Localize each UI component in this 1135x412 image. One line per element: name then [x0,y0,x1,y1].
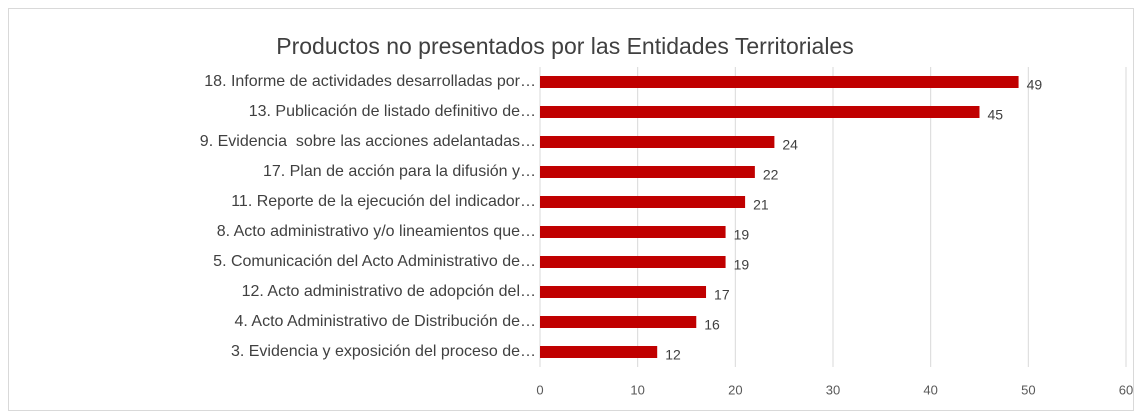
bar [540,316,697,328]
x-tick-label: 40 [923,382,937,397]
y-tick-label: 5. Comunicación del Acto Administrativo … [213,253,536,270]
x-tick-label: 20 [728,382,742,397]
chart-title: Productos no presentados por las Entidad… [276,33,853,59]
data-label: 19 [734,257,750,273]
y-tick-label: 3. Evidencia y exposición del proceso de… [231,343,536,360]
data-label: 49 [1027,77,1043,93]
x-tick-label: 10 [630,382,644,397]
y-tick-label: 13. Publicación de listado definitivo de… [249,103,536,120]
bar [540,286,707,298]
x-tick-label: 0 [536,382,543,397]
bar [540,106,980,118]
x-tick-label: 30 [826,382,840,397]
data-label: 21 [753,197,769,213]
y-tick-label: 4. Acto Administrativo de Distribución d… [235,313,536,330]
data-label: 45 [988,107,1004,123]
bar [540,76,1019,88]
bar [540,166,755,178]
x-tick-label: 60 [1119,382,1133,397]
bar [540,136,775,148]
data-label: 22 [763,167,779,183]
bar [540,346,658,358]
y-tick-label: 8. Acto administrativo y/o lineamientos … [217,223,536,240]
bar [540,226,726,238]
data-label: 12 [665,347,681,363]
x-tick-label: 50 [1021,382,1035,397]
data-label: 16 [704,317,720,333]
bar [540,196,746,208]
data-label: 19 [734,227,750,243]
bar [540,256,726,268]
data-label: 24 [782,137,798,153]
y-tick-label: 12. Acto administrativo de adopción del… [242,283,536,300]
y-tick-label: 11. Reporte de la ejecución del indicado… [231,193,536,210]
y-tick-label: 18. Informe de actividades desarrolladas… [204,73,536,90]
y-tick-label: 17. Plan de acción para la difusión y… [263,163,536,180]
data-label: 17 [714,287,730,303]
y-tick-label: 9. Evidencia sobre las acciones adelanta… [200,133,536,150]
chart-frame [8,8,1134,411]
